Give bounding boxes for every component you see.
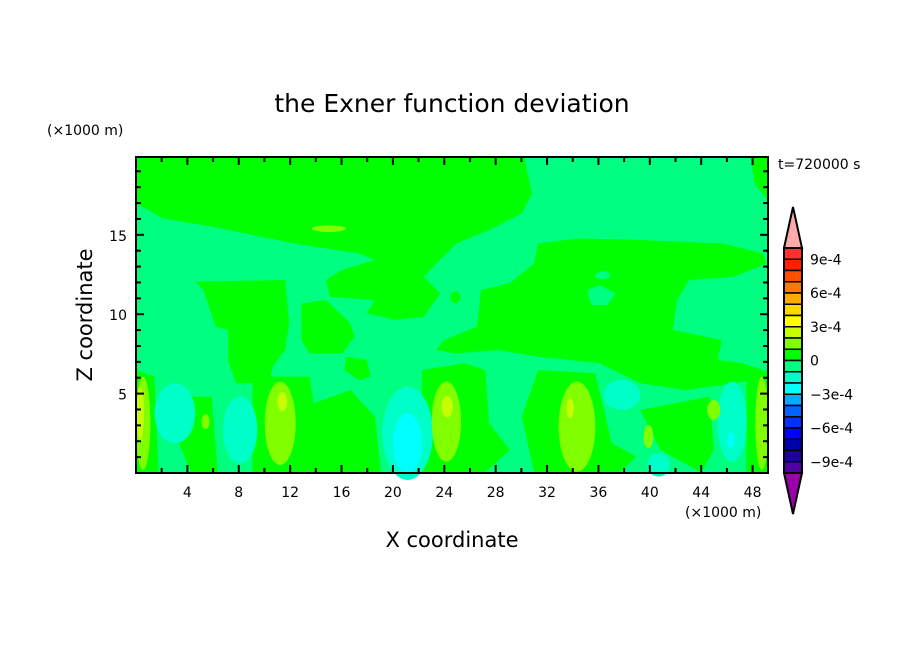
x-tick-label: 24 [435,485,453,501]
x-tick-label: 28 [487,485,505,501]
colorbar-box [783,427,803,440]
contour-region-pos1 [264,381,296,465]
colorbar-box [783,393,803,407]
x-tick-label: 40 [641,485,659,501]
contour-region-zero [195,279,290,384]
colorbar-tick-label: −9e-4 [810,455,853,471]
x-tick-label: 4 [183,485,192,501]
contour-region-pos2 [136,386,144,440]
x-axis-label: X coordinate [385,528,518,552]
colorbar-box [783,404,803,418]
colorbar-box [783,247,803,260]
colorbar-box [783,337,803,350]
colorbar-box [783,359,803,373]
contour-region-pos1 [201,414,210,429]
contour-region-pos1 [707,399,721,420]
colorbar-over-triangle [782,206,804,249]
colorbar-tick-label: 9e-4 [810,252,842,268]
contour-region-pos2 [441,395,453,418]
colorbar-box [783,303,803,317]
contour-field [135,156,769,480]
contour-region-neg3 [392,413,423,474]
colorbar-frame [783,247,803,474]
x-tick-label: 20 [384,485,402,501]
contour-region-pos1 [558,381,596,472]
contour-region-zero [301,299,355,354]
contour-region-pos1 [643,424,654,449]
time-label: t=720000 s [778,157,860,173]
y-unit-label: (×1000 m) [47,123,123,139]
contour-region-pos1 [431,381,462,462]
contour-region-neg2 [647,453,671,477]
colorbar-box [783,382,803,395]
colorbar-box [783,292,803,305]
contour-region-pos2 [277,392,288,411]
contour-region-zero [750,156,768,200]
chart-title: the Exner function deviation [274,89,629,118]
contour-region-pos1 [311,225,346,232]
x-tick-label: 44 [692,485,710,501]
contour-region-neg1 [587,284,616,305]
colorbar-box [783,449,803,463]
contour-region-zero [450,291,461,304]
colorbar-box [783,348,803,362]
y-axis-label: Z coordinate [73,248,97,381]
colorbar-box [783,438,803,452]
contour-region-neg1 [595,271,611,280]
contour-region-neg2 [603,379,641,410]
x-tick-label: 16 [333,485,351,501]
contour-region-neg2 [717,381,747,462]
colorbar-box [783,314,803,328]
contour-region-zero [136,156,533,320]
colorbar-box [783,281,803,294]
contour-region-neg2 [154,383,196,444]
colorbar-box [783,258,803,272]
colorbar-tick-label: 0 [810,354,819,370]
x-unit-label: (×1000 m) [685,505,761,521]
colorbar-box [783,461,803,474]
colorbar-box [783,416,803,429]
colorbar-under-triangle [782,472,804,515]
contour-region-neg3 [727,432,735,448]
colorbar-box [783,326,803,339]
y-tick-label: 10 [109,308,127,324]
y-tick-label: 15 [109,229,127,245]
colorbar-box [783,371,803,384]
x-tick-label: 8 [234,485,243,501]
colorbar-tick-label: 3e-4 [810,320,842,336]
colorbar-tick-label: 6e-4 [810,286,842,302]
x-tick-label: 32 [538,485,556,501]
x-tick-label: 36 [590,485,608,501]
x-tick-label: 12 [281,485,299,501]
colorbar: 9e-4 6e-4 3e-4 0 −3e-4 −6e-4 −9e-4 [782,206,853,515]
contour-region-pos1 [755,376,769,470]
contour-region-pos2 [566,398,574,419]
y-tick-label: 5 [118,388,127,404]
contour-region-zero [640,396,714,473]
contour-region-zero [436,238,767,390]
colorbar-tick-label: −6e-4 [810,421,853,437]
contour-region-neg2 [223,396,258,464]
x-tick-label: 48 [744,485,762,501]
colorbar-box [783,269,803,283]
colorbar-tick-label: −3e-4 [810,387,853,403]
contour-region-zero [344,356,371,380]
